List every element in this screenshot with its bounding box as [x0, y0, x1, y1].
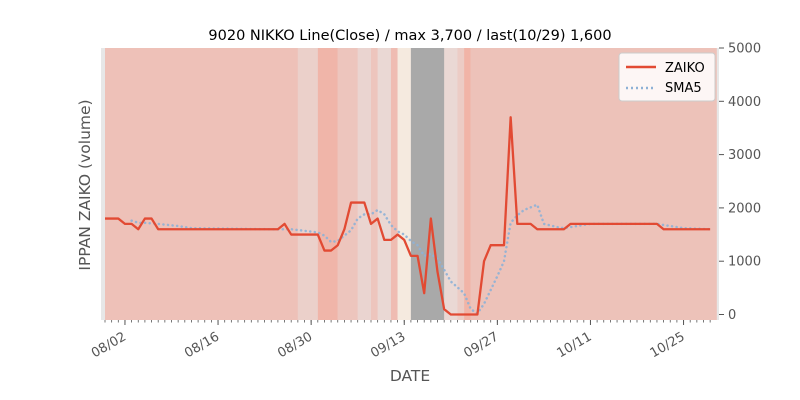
shading-band: [297, 48, 318, 320]
x-axis: 08/02 08/16 08/30 09/13 09/27 10/11 10/25: [89, 320, 711, 361]
shading-band: [317, 48, 338, 320]
shading-band: [357, 48, 371, 320]
x-tick-label: 08/16: [182, 329, 222, 361]
x-tick-label: 08/30: [275, 329, 315, 361]
x-axis-label: DATE: [390, 367, 430, 385]
shading-band: [444, 48, 458, 320]
x-tick-label: 10/11: [555, 329, 595, 361]
shading-band: [390, 48, 398, 320]
shading-band: [457, 48, 465, 320]
shading-band: [337, 48, 358, 320]
x-tick-label: 10/25: [648, 329, 688, 361]
series-layer: [104, 116, 712, 316]
y-tick-label: 4000: [728, 95, 761, 110]
y-axis-label: IPPAN ZAIKO (volume): [76, 99, 94, 270]
series-line-zaiko: [105, 116, 711, 316]
y-tick-label: 5000: [728, 42, 761, 57]
shading-band: [397, 48, 411, 320]
y-axis: 0 1000 2000 3000 4000 5000: [719, 42, 761, 323]
x-tick-label: 09/13: [368, 329, 408, 361]
shading-band: [371, 48, 378, 320]
y-tick-label: 3000: [728, 148, 761, 163]
x-tick-label: 08/02: [89, 329, 129, 361]
legend: ZAIKO SMA5: [618, 52, 716, 102]
shading-band: [377, 48, 391, 320]
y-tick-label: 1000: [728, 255, 761, 270]
legend-label-zaiko: ZAIKO: [665, 61, 705, 76]
y-tick-label: 0: [728, 308, 736, 323]
legend-label-sma5: SMA5: [665, 81, 702, 96]
y-tick-label: 2000: [728, 201, 761, 216]
background-shading: [101, 48, 719, 320]
shading-band: [105, 48, 298, 320]
shading-band: [464, 48, 471, 320]
chart-title: 9020 NIKKO Line(Close) / max 3,700 / las…: [208, 28, 611, 44]
x-tick-label: 09/27: [461, 329, 501, 361]
